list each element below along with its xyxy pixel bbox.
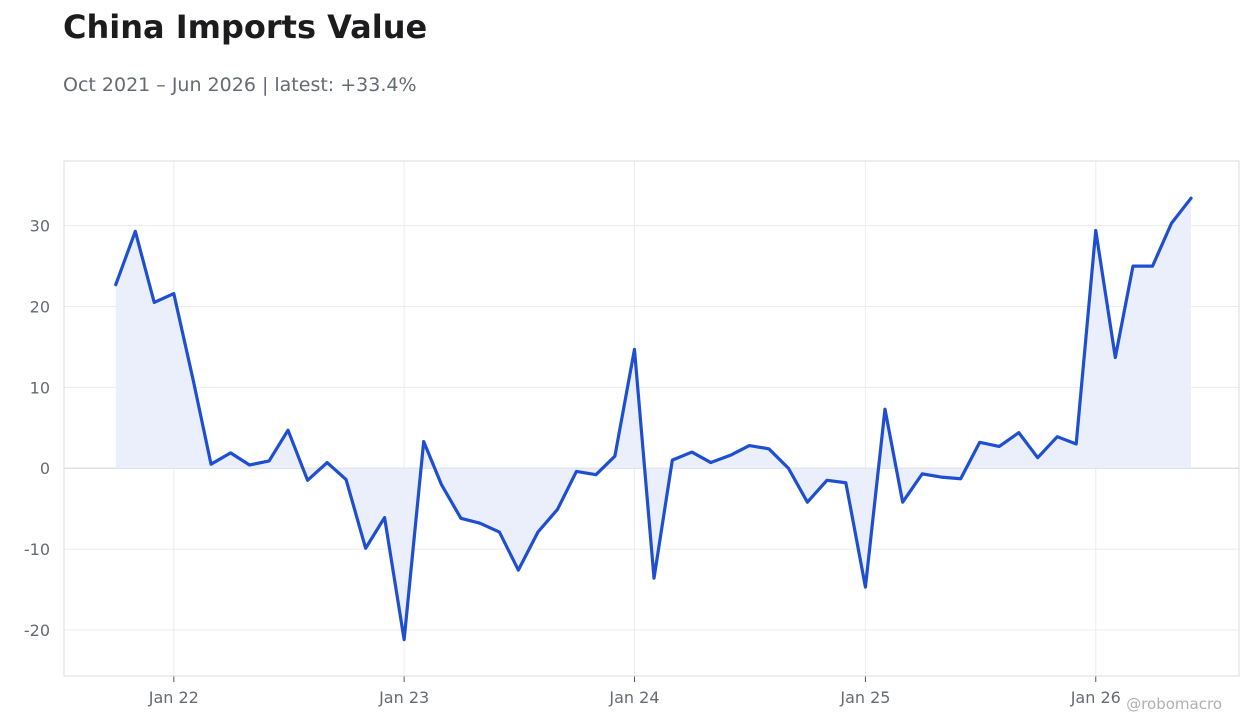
data-point xyxy=(209,462,213,466)
data-point xyxy=(690,450,694,454)
data-point xyxy=(1151,264,1155,268)
data-point xyxy=(191,379,195,383)
data-point xyxy=(1036,456,1040,460)
data-point xyxy=(1189,196,1193,200)
data-point xyxy=(536,530,540,534)
x-tick-label: Jan 23 xyxy=(378,688,429,707)
data-point xyxy=(709,461,713,465)
data-point xyxy=(478,521,482,525)
data-point xyxy=(632,347,636,351)
data-point xyxy=(402,638,406,642)
data-point xyxy=(422,440,426,444)
area-fill xyxy=(115,198,1192,640)
data-point xyxy=(172,292,176,296)
data-point xyxy=(306,478,310,482)
data-point xyxy=(883,407,887,411)
data-point xyxy=(459,516,463,520)
data-point xyxy=(613,454,617,458)
data-point xyxy=(863,585,867,589)
data-point xyxy=(497,530,501,534)
data-point xyxy=(114,283,118,287)
x-tick-label: Jan 24 xyxy=(608,688,659,707)
data-point xyxy=(728,453,732,457)
y-tick-label: 20 xyxy=(30,298,50,317)
data-point xyxy=(920,472,924,476)
data-point xyxy=(344,478,348,482)
data-point xyxy=(248,463,252,467)
x-tick-label: Jan 26 xyxy=(1070,688,1121,707)
data-point xyxy=(439,482,443,486)
data-point xyxy=(1113,355,1117,359)
chart-title: China Imports Value xyxy=(63,8,428,46)
y-tick-label: -10 xyxy=(24,540,50,559)
chart-subtitle: Oct 2021 – Jun 2026 | latest: +33.4% xyxy=(63,74,417,96)
data-point xyxy=(825,478,829,482)
data-point xyxy=(133,229,137,233)
y-tick-label: 10 xyxy=(30,378,50,397)
data-point xyxy=(1017,431,1021,435)
data-point xyxy=(383,516,387,520)
data-point xyxy=(805,500,809,504)
data-point xyxy=(786,466,790,470)
watermark: @robomacro xyxy=(1126,695,1222,713)
data-point xyxy=(652,576,656,580)
data-point xyxy=(997,444,1001,448)
y-tick-label: -20 xyxy=(24,621,50,640)
series-line xyxy=(114,196,1193,642)
y-tick-label: 0 xyxy=(40,459,50,478)
data-point xyxy=(555,507,559,511)
data-point xyxy=(939,475,943,479)
data-point xyxy=(1169,221,1173,225)
y-tick-label: 30 xyxy=(30,217,50,236)
data-point xyxy=(516,568,520,572)
data-point xyxy=(959,477,963,481)
x-tick-label: Jan 25 xyxy=(839,688,890,707)
data-point xyxy=(1131,264,1135,268)
data-point xyxy=(844,481,848,485)
data-point xyxy=(978,440,982,444)
data-point xyxy=(152,300,156,304)
data-point xyxy=(670,458,674,462)
data-point xyxy=(901,500,905,504)
x-tick-label: Jan 22 xyxy=(148,688,199,707)
data-point xyxy=(325,461,329,465)
data-point xyxy=(574,469,578,473)
data-point xyxy=(229,451,233,455)
data-point xyxy=(267,459,271,463)
data-point xyxy=(767,447,771,451)
data-point xyxy=(747,444,751,448)
data-point xyxy=(594,473,598,477)
data-point xyxy=(286,428,290,432)
data-point xyxy=(364,546,368,550)
data-point xyxy=(1055,435,1059,439)
data-point xyxy=(1074,442,1078,446)
data-point xyxy=(1094,229,1098,233)
plot-frame xyxy=(63,160,1240,677)
